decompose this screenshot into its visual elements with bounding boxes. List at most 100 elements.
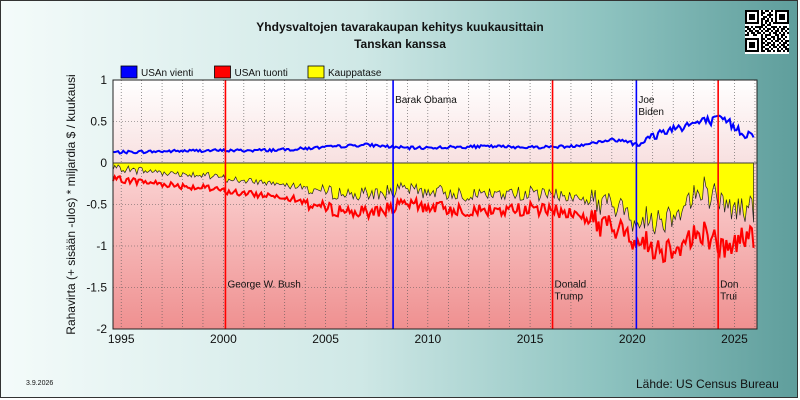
qr-module — [777, 50, 779, 52]
qr-module — [747, 32, 749, 34]
qr-module — [769, 14, 771, 16]
qr-module — [763, 50, 765, 52]
date-label: 3.9.2026 — [26, 380, 54, 387]
legend-swatch — [307, 65, 325, 79]
qr-module — [769, 32, 771, 34]
qr-module — [781, 14, 783, 16]
qr-module — [779, 22, 781, 24]
legend-swatch — [214, 65, 231, 79]
qr-module — [779, 10, 781, 12]
qr-module — [765, 44, 767, 46]
qr-module — [771, 30, 773, 32]
qr-module — [763, 42, 765, 44]
qr-module — [753, 14, 755, 16]
term-label: Biden — [638, 107, 664, 118]
qr-module — [745, 26, 747, 28]
qr-module — [769, 34, 771, 36]
qr-module — [761, 20, 763, 22]
qr-module — [751, 16, 753, 18]
qr-module — [787, 32, 789, 34]
qr-module — [761, 44, 763, 46]
x-tick-label: 2020 — [619, 332, 646, 346]
qr-module — [775, 30, 777, 32]
qr-module — [783, 42, 785, 44]
qr-module — [775, 14, 777, 16]
qr-module — [781, 10, 783, 12]
qr-module — [769, 42, 771, 44]
qr-module — [759, 26, 761, 28]
qr-module — [787, 28, 789, 30]
qr-module — [761, 14, 763, 16]
qr-module — [773, 36, 775, 38]
qr-module — [747, 38, 749, 40]
qr-module — [777, 28, 779, 30]
qr-module — [781, 44, 783, 46]
qr-module — [781, 28, 783, 30]
y-tick-label: 0 — [100, 156, 107, 170]
term-label: Barak Obama — [395, 95, 457, 106]
qr-module — [777, 10, 779, 12]
qr-module — [745, 18, 747, 20]
qr-module — [785, 36, 787, 38]
qr-module — [773, 22, 775, 24]
qr-module — [785, 22, 787, 24]
qr-module — [767, 48, 769, 50]
qr-module — [779, 32, 781, 34]
qr-module — [757, 48, 759, 50]
qr-module — [783, 22, 785, 24]
qr-module — [749, 14, 751, 16]
qr-module — [757, 18, 759, 20]
qr-module — [787, 22, 789, 24]
qr-module — [763, 12, 765, 14]
qr-module — [759, 32, 761, 34]
qr-module — [769, 28, 771, 30]
qr-module — [751, 46, 753, 48]
qr-module — [783, 28, 785, 30]
qr-module — [751, 30, 753, 32]
y-axis-label: Rahavirta (+ sisään -ulos) * miljardia $… — [64, 74, 78, 334]
qr-module — [777, 36, 779, 38]
qr-module — [745, 34, 747, 36]
qr-module — [755, 38, 757, 40]
qr-module — [753, 10, 755, 12]
qr-module — [745, 38, 747, 40]
qr-module — [783, 34, 785, 36]
qr-module — [765, 10, 767, 12]
qr-module — [767, 28, 769, 30]
qr-module — [783, 32, 785, 34]
qr-module — [781, 16, 783, 18]
qr-module — [775, 10, 777, 12]
qr-module — [775, 20, 777, 22]
qr-module — [773, 38, 775, 40]
y-tick-label: -1 — [96, 239, 107, 253]
qr-module — [745, 20, 747, 22]
qr-module — [755, 22, 757, 24]
qr-module — [765, 20, 767, 22]
qr-module — [781, 36, 783, 38]
qr-module — [765, 26, 767, 28]
qr-module — [767, 44, 769, 46]
qr-module — [765, 16, 767, 18]
qr-module — [787, 12, 789, 14]
qr-module — [745, 30, 747, 32]
qr-module — [749, 18, 751, 20]
qr-module — [777, 48, 779, 50]
x-tick-label: 2010 — [414, 332, 441, 346]
qr-module — [787, 20, 789, 22]
term-label: Trui — [720, 292, 737, 303]
qr-module — [783, 16, 785, 18]
qr-module — [767, 42, 769, 44]
qr-module — [771, 26, 773, 28]
qr-module — [779, 50, 781, 52]
qr-module — [787, 18, 789, 20]
qr-module — [785, 26, 787, 28]
qr-module — [783, 50, 785, 52]
qr-module — [749, 28, 751, 30]
qr-module — [779, 38, 781, 40]
qr-module — [787, 40, 789, 42]
qr-module — [781, 34, 783, 36]
qr-module — [749, 44, 751, 46]
qr-module — [787, 10, 789, 12]
qr-module — [767, 24, 769, 26]
qr-module — [749, 10, 751, 12]
